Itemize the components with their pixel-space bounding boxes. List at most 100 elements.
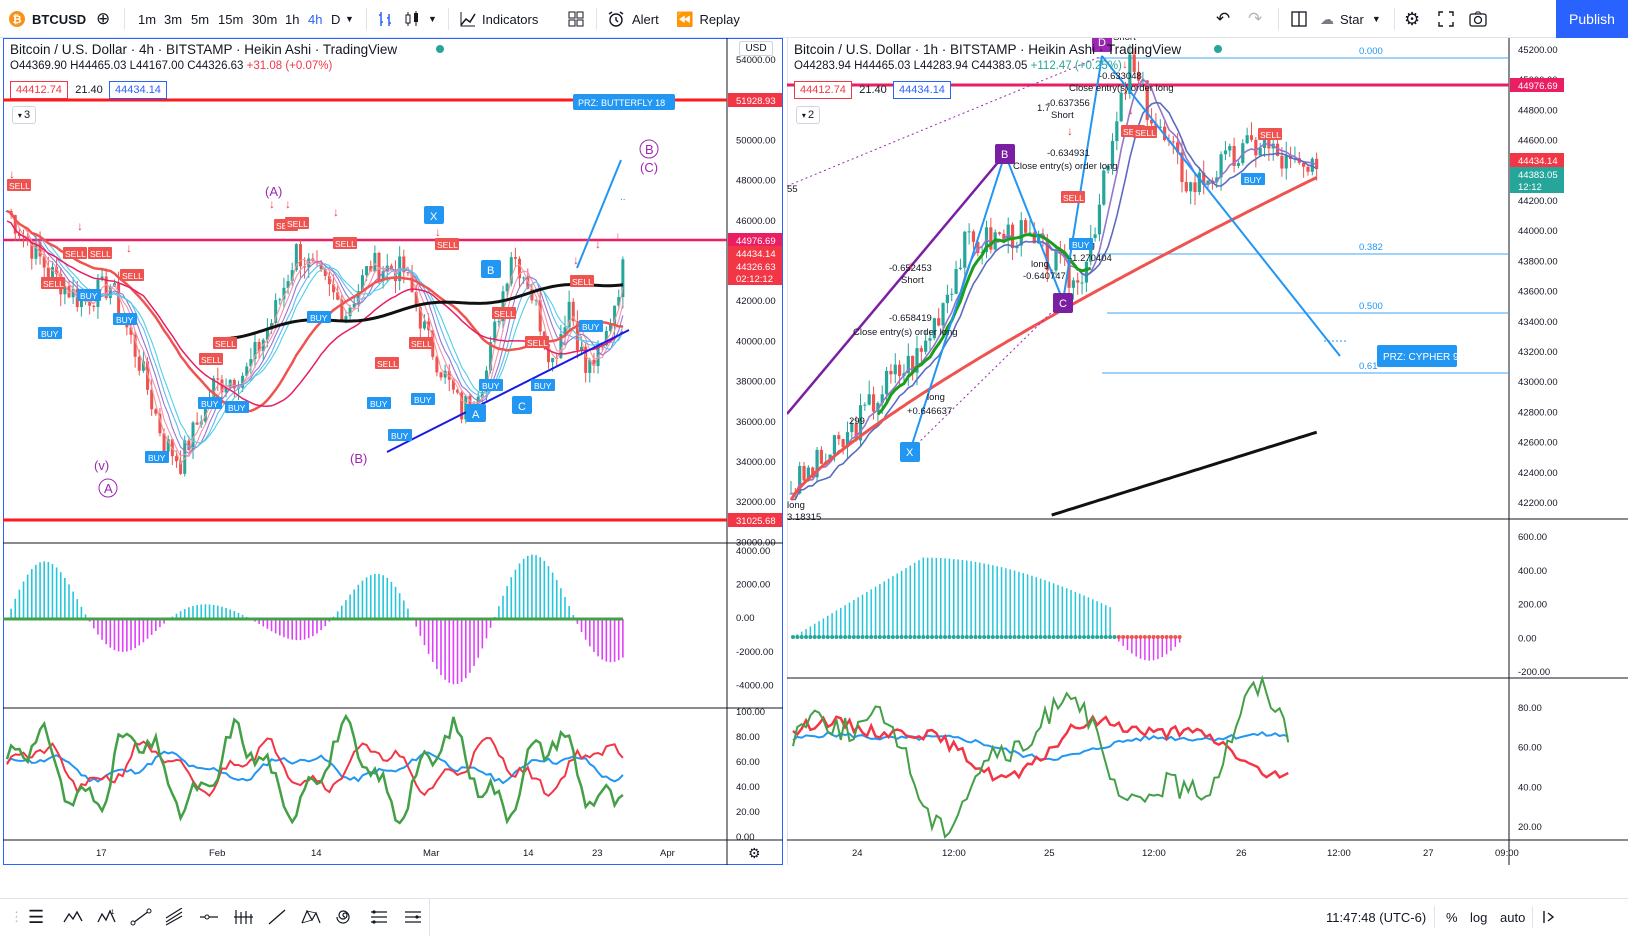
candle-body — [941, 303, 945, 326]
interval-3m[interactable]: 3m — [164, 11, 183, 27]
camera-icon[interactable] — [1468, 0, 1488, 38]
candle-body — [621, 259, 625, 298]
candle-body — [360, 275, 364, 292]
price-axis-tag — [1510, 153, 1564, 167]
templates-icon[interactable] — [566, 0, 586, 38]
candle-body — [1236, 163, 1241, 166]
candle-body — [505, 283, 509, 292]
oscillator-dot — [1073, 635, 1078, 639]
right-chart-canvas[interactable]: 45200.0045000.0044800.0044600.0044400.00… — [787, 38, 1628, 865]
interval-4h[interactable]: 4h — [308, 11, 323, 27]
trade-annotation: -0.652453 — [889, 263, 932, 274]
sell-signal-label: SELL — [9, 181, 30, 191]
regression-tool-icon[interactable] — [232, 904, 254, 930]
pattern-point-box — [1092, 38, 1112, 52]
trend-line-icon[interactable] — [130, 904, 152, 930]
replay-button[interactable]: ⏪ Replay — [676, 10, 740, 27]
buy-signal-label: BUY — [582, 322, 600, 332]
layout-icon[interactable] — [1290, 0, 1308, 38]
candle-body — [832, 435, 837, 455]
candle-body — [38, 242, 42, 257]
price-axis-label: 46000.00 — [736, 216, 776, 227]
right-ask-tag[interactable]: 44434.14 — [893, 81, 951, 99]
right-bid-tag[interactable]: 44412.74 — [794, 81, 852, 99]
fib-channel-icon[interactable] — [164, 904, 186, 930]
horizontal-ray-icon[interactable] — [198, 904, 220, 930]
interval-5m[interactable]: 5m — [191, 11, 210, 27]
price-axis-label: 50000.00 — [736, 135, 776, 146]
interval-15m[interactable]: 15m — [218, 11, 244, 27]
left-ask-tag[interactable]: 44434.14 — [109, 81, 167, 99]
sell-signal-label: SELL — [90, 249, 111, 259]
log-toggle[interactable]: log — [1470, 909, 1488, 925]
candle-body — [348, 307, 352, 317]
chart-style-dropdown-icon[interactable]: ▼ — [428, 14, 437, 24]
candle-body — [129, 327, 133, 335]
rsi-axis-label: 20.00 — [736, 807, 760, 818]
right-indicator-count[interactable]: ▾ 2 — [796, 106, 820, 124]
compare-add-icon[interactable]: ⊕ — [96, 9, 111, 28]
drag-handle-icon[interactable]: ⋮ — [10, 909, 23, 924]
auto-toggle[interactable]: auto — [1500, 909, 1526, 925]
star-button[interactable]: ☁ Star ▼ — [1320, 10, 1381, 27]
interval-1m[interactable]: 1m — [138, 11, 157, 27]
elliott-wave-icon[interactable]: 1 — [96, 904, 118, 930]
candle-body — [850, 423, 854, 433]
candle-body — [332, 284, 336, 293]
spiral-tool-icon[interactable] — [334, 904, 356, 930]
oscillator-axis-label: 600.00 — [1518, 532, 1547, 543]
oscillator-dot — [804, 635, 809, 639]
time-axis-label: 14 — [523, 848, 534, 859]
long-position-icon[interactable] — [368, 904, 390, 930]
menu-lines-icon[interactable]: ☰ — [28, 906, 45, 927]
percent-toggle[interactable]: % — [1446, 909, 1458, 925]
bars-style-icon[interactable] — [376, 0, 396, 38]
oscillator-dot — [847, 635, 852, 639]
scroll-right-icon[interactable] — [1540, 904, 1558, 930]
symbol-search[interactable]: ₿ BTCUSD — [8, 0, 86, 38]
right-change: +112.47 (+0.25%) — [1030, 60, 1122, 72]
right-open: O44283.94 — [794, 60, 851, 72]
wave-label: B — [645, 142, 654, 157]
redo-icon[interactable]: ↷ — [1248, 9, 1263, 28]
left-bid-tag[interactable]: 44412.74 — [10, 81, 68, 99]
trade-annotation: -0.637356 — [1047, 98, 1090, 109]
left-chart-canvas[interactable]: 54000.0052000.0050000.0048000.0046000.00… — [3, 38, 783, 865]
xabcd-pattern-icon[interactable] — [300, 904, 322, 930]
candle-body — [1019, 220, 1023, 246]
candle-body — [617, 297, 621, 306]
candle-body — [1219, 154, 1223, 178]
alert-button[interactable]: Alert — [606, 0, 659, 38]
currency-button[interactable]: USD — [739, 41, 773, 56]
candle-body — [604, 330, 608, 346]
right-chart-panel[interactable] — [787, 38, 1628, 865]
time-axis-label: 26 — [1236, 848, 1247, 859]
candle-body — [1228, 145, 1232, 151]
candle-body — [971, 231, 976, 242]
candles-style-icon[interactable] — [402, 0, 422, 38]
settings-lines-icon[interactable] — [402, 904, 424, 930]
left-chart-panel[interactable] — [3, 38, 783, 865]
candle-body — [1223, 150, 1228, 155]
settings-gear-icon[interactable]: ⚙ — [1404, 8, 1421, 29]
pattern-tool-icon[interactable] — [62, 904, 84, 930]
undo-icon[interactable]: ↶ — [1216, 9, 1231, 28]
fib-level-label: 0.61 — [1359, 361, 1378, 372]
interval-dropdown-icon[interactable]: ▼ — [345, 14, 354, 24]
clock-readout[interactable]: 11:47:48 (UTC-6) — [1326, 909, 1427, 925]
pattern-point-box — [995, 144, 1015, 164]
interval-d[interactable]: D — [331, 11, 341, 27]
oscillator-dot — [1056, 635, 1060, 639]
interval-1h[interactable]: 1h — [285, 11, 300, 27]
fullscreen-icon[interactable] — [1438, 0, 1454, 38]
left-indicator-count[interactable]: ▾ 3 — [12, 106, 36, 124]
oscillator-dot — [1121, 635, 1126, 639]
ray-line-icon[interactable] — [266, 904, 288, 930]
publish-button[interactable]: Publish — [1556, 0, 1628, 38]
candle-body — [919, 348, 923, 352]
indicators-button[interactable]: Indicators — [458, 0, 538, 38]
rsi-axis-label: 0.00 — [736, 832, 755, 843]
candle-body — [373, 252, 377, 272]
cloud-icon: ☁ — [1320, 10, 1334, 27]
interval-30m[interactable]: 30m — [252, 11, 278, 27]
